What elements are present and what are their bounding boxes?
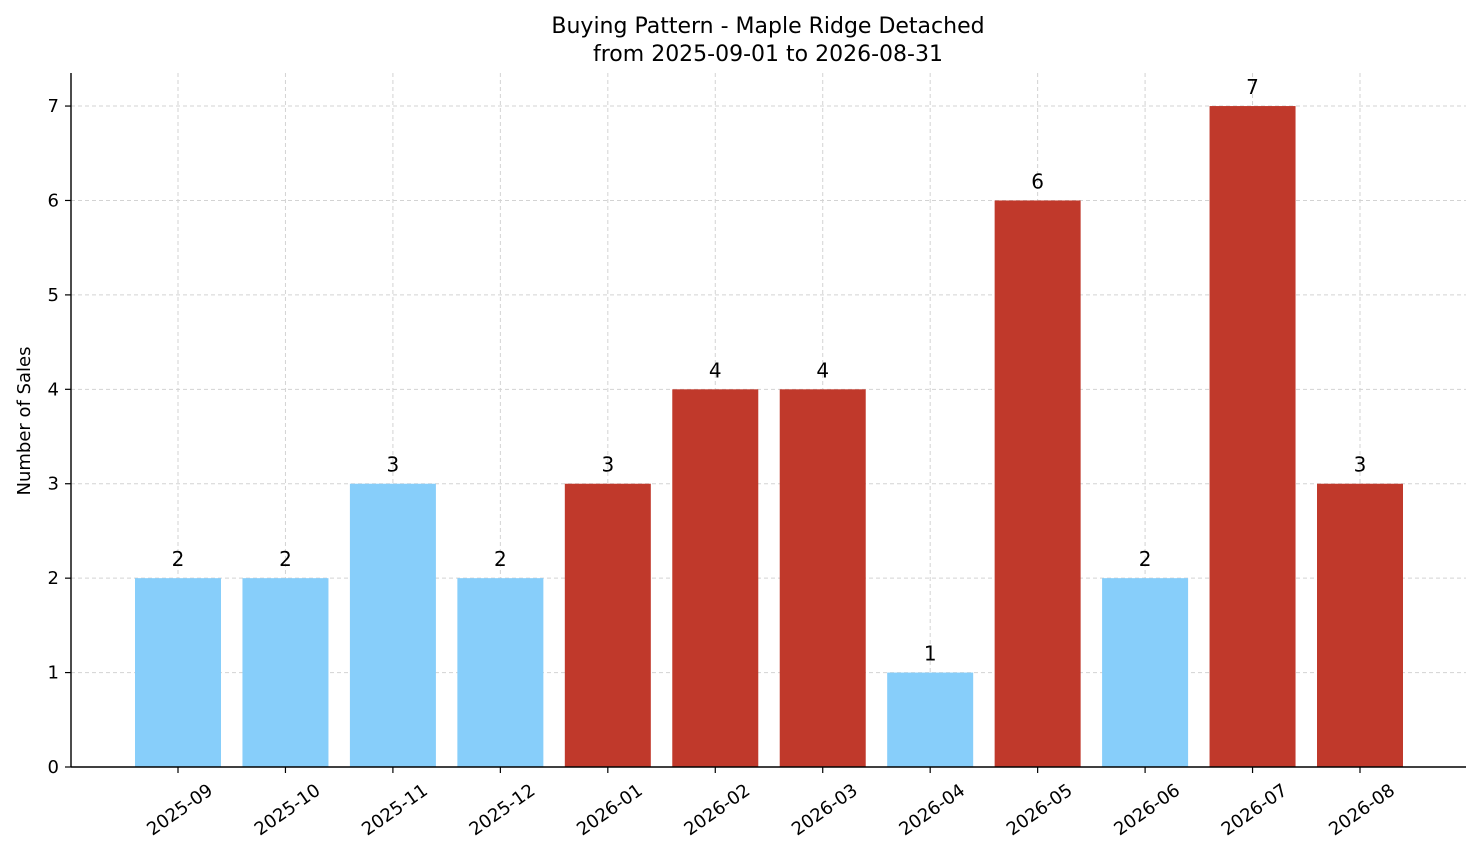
x-tick-label: 2026-02 xyxy=(680,780,754,840)
data-label: 4 xyxy=(816,358,829,382)
data-label: 2 xyxy=(494,547,507,571)
bar-2026-02 xyxy=(672,389,759,767)
x-tick-label: 2025-09 xyxy=(143,780,217,840)
y-axis-ticks: 0 1 2 3 4 5 6 7 xyxy=(48,96,71,778)
y-tick-label: 7 xyxy=(48,96,59,117)
x-tick-label: 2025-12 xyxy=(466,780,540,840)
bar-2026-06 xyxy=(1102,578,1189,767)
x-tick-label: 2026-04 xyxy=(895,780,969,840)
bar-2026-05 xyxy=(994,200,1081,768)
bar-2026-07 xyxy=(1209,106,1296,768)
chart-title: Buying Pattern - Maple Ridge Detached xyxy=(551,14,984,39)
x-tick-label: 2026-03 xyxy=(788,780,862,840)
bar-2026-04 xyxy=(887,672,974,767)
y-tick-label: 0 xyxy=(48,757,59,778)
data-labels: 2 2 3 2 3 4 4 1 6 2 7 3 xyxy=(172,75,1367,666)
data-label: 2 xyxy=(279,547,292,571)
bar-2025-11 xyxy=(349,483,436,767)
x-tick-label: 2026-08 xyxy=(1325,780,1399,840)
y-tick-label: 2 xyxy=(48,568,59,589)
x-tick-label: 2026-05 xyxy=(1003,780,1077,840)
data-label: 2 xyxy=(1139,547,1152,571)
data-label: 3 xyxy=(601,453,614,477)
bar-2025-10 xyxy=(242,578,329,767)
x-tick-label: 2026-01 xyxy=(573,780,647,840)
bar-2025-12 xyxy=(457,578,544,767)
y-tick-label: 1 xyxy=(48,663,59,684)
bar-2026-01 xyxy=(564,483,651,767)
bar-2026-03 xyxy=(779,389,866,767)
data-label: 3 xyxy=(387,453,400,477)
y-tick-label: 3 xyxy=(48,474,59,495)
y-tick-label: 4 xyxy=(48,379,59,400)
data-label: 7 xyxy=(1246,75,1259,99)
data-label: 2 xyxy=(172,547,185,571)
chart-subtitle: from 2025-09-01 to 2026-08-31 xyxy=(593,42,943,67)
y-tick-label: 5 xyxy=(48,285,59,306)
data-label: 3 xyxy=(1354,453,1367,477)
data-label: 6 xyxy=(1031,169,1044,193)
bar-2025-09 xyxy=(135,578,221,767)
x-tick-label: 2026-07 xyxy=(1218,780,1292,840)
x-tick-label: 2026-06 xyxy=(1110,780,1184,840)
data-label: 1 xyxy=(924,642,937,666)
x-tick-label: 2025-11 xyxy=(358,780,432,840)
x-tick-label: 2025-10 xyxy=(251,780,325,840)
x-axis-ticks: 2025-09 2025-10 2025-11 2025-12 2026-01 2026-… xyxy=(143,767,1399,840)
axes xyxy=(70,73,1466,768)
y-tick-label: 6 xyxy=(48,190,59,211)
data-label: 4 xyxy=(709,358,722,382)
bars xyxy=(135,106,1403,768)
y-axis-label: Number of Sales xyxy=(14,346,35,495)
bar-2026-08 xyxy=(1317,483,1403,767)
